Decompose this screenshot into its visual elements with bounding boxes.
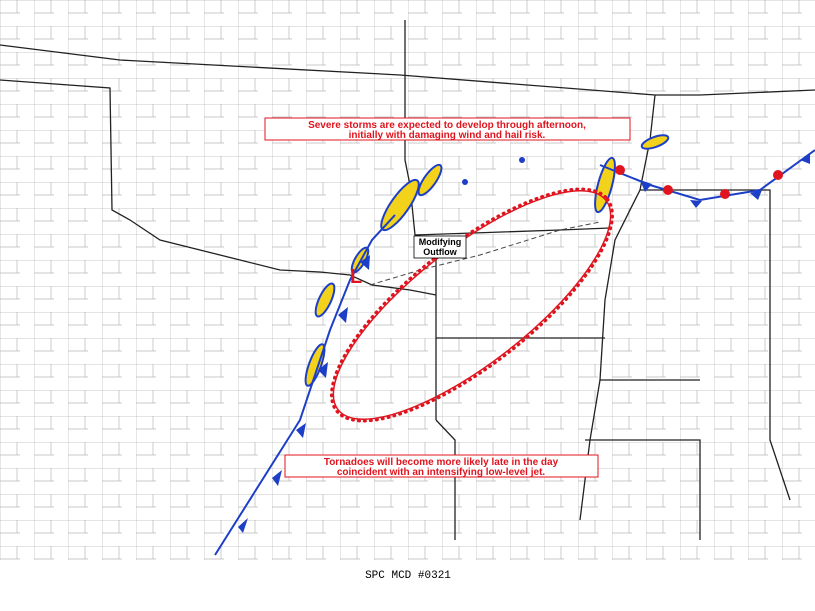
stationary-front — [599, 149, 815, 208]
low-label: L — [350, 266, 362, 288]
top-note-box — [264, 117, 631, 141]
bottom-note: coincident with an intensifying low-leve… — [337, 467, 546, 478]
bottom-note-box — [284, 454, 599, 478]
outflow-label-box — [413, 235, 467, 259]
top-note: initially with damaging wind and hail ri… — [349, 130, 546, 141]
cold-front — [214, 214, 396, 556]
radar-echoes — [304, 134, 670, 387]
footer: SPC MCD #0321 — [365, 570, 451, 582]
top-note: Severe storms are expected to develop th… — [308, 120, 586, 131]
outflow-boundary — [369, 221, 601, 286]
outflow-label: Outflow — [423, 247, 457, 257]
mcd-area — [330, 187, 614, 423]
outflow-label: Modifying — [419, 237, 462, 247]
mcd-area-outline — [332, 190, 612, 420]
bottom-note: Tornadoes will become more likely late i… — [324, 457, 559, 468]
footer-bg — [0, 560, 815, 611]
